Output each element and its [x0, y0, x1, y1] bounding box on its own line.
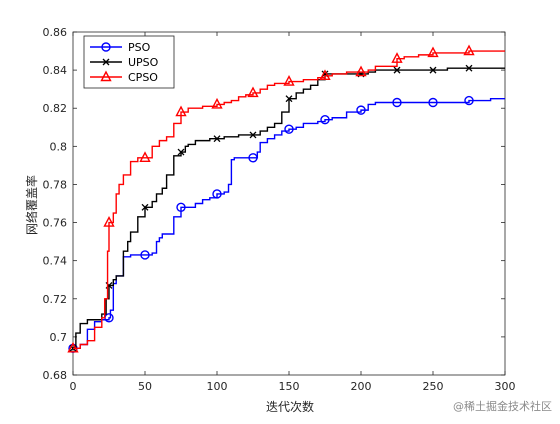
- series-marker-pso: [464, 95, 474, 106]
- series-marker-pso: [140, 250, 150, 260]
- series-marker-pso: [176, 202, 186, 213]
- plot-area: [72, 31, 506, 376]
- y-tick-label: 0.84: [43, 64, 68, 77]
- series-marker-cpso: [283, 75, 295, 86]
- series-marker-cpso: [463, 44, 475, 56]
- legend-entry-upso: UPSO: [90, 56, 159, 69]
- x-tick-label: 150: [279, 380, 300, 393]
- series-marker-pso: [356, 105, 366, 115]
- series-marker-upso-stroke-b: [213, 135, 221, 143]
- series-layer: [67, 44, 505, 354]
- x-tick-label: 100: [207, 380, 228, 393]
- series-marker-upso-stroke-b: [249, 131, 257, 139]
- y-tick-label: 0.82: [43, 102, 68, 115]
- axes: 0 50 100 150 200 250 300 0.68 0.7 0.72 0.74 0.76 0.7…: [43, 26, 516, 393]
- series-marker-upso: [285, 95, 293, 103]
- y-tick-label: 0.78: [43, 178, 68, 191]
- legend-marker-cpso: [100, 70, 112, 82]
- x-tick-label: 300: [495, 380, 516, 393]
- series-marker-upso: [465, 64, 473, 72]
- legend: PSO UPSO CPSO: [83, 35, 175, 89]
- series-marker-cpso: [139, 151, 151, 162]
- series-marker-upso: [141, 203, 149, 211]
- series-marker-pso: [392, 97, 402, 108]
- plot-frame: [72, 31, 506, 376]
- series-marker-upso-stroke-b: [177, 148, 185, 156]
- series-marker-upso-stroke-b: [429, 66, 437, 74]
- series-marker-upso: [177, 148, 185, 156]
- series-marker-cpso: [103, 216, 115, 227]
- x-tick-label: 200: [351, 380, 372, 393]
- series-marker-cpso: [391, 52, 403, 63]
- y-tick-label: 0.76: [43, 217, 68, 230]
- series-marker-upso-stroke-b: [285, 95, 293, 103]
- y-tick-label: 0.72: [43, 293, 68, 306]
- legend-entry-cpso: CPSO: [90, 70, 158, 84]
- series-marker-cpso: [319, 69, 331, 81]
- series-marker-upso-stroke-b: [465, 64, 473, 72]
- legend-label-pso: PSO: [128, 41, 151, 54]
- series-marker-pso: [428, 97, 438, 108]
- series-marker-pso: [320, 114, 330, 125]
- x-tick-label: 0: [70, 380, 77, 393]
- series-line-pso: [73, 97, 505, 350]
- series-marker-pso: [284, 124, 294, 134]
- series-line-upso: [73, 67, 505, 350]
- legend-label-cpso: CPSO: [128, 71, 158, 84]
- series-marker-pso: [212, 189, 222, 199]
- y-tick-label: 0.68: [43, 369, 68, 382]
- y-tick-label: 0.7: [50, 331, 68, 344]
- series-marker-upso: [249, 131, 257, 139]
- y-tick-label: 0.8: [50, 140, 68, 153]
- series-line-cpso: [73, 50, 505, 350]
- legend-marker-upso: [102, 58, 110, 66]
- series-marker-upso-stroke-b: [393, 66, 401, 74]
- legend-marker-upso-stroke-b: [102, 58, 110, 66]
- series-cpso: [67, 44, 505, 353]
- series-marker-upso: [429, 66, 437, 74]
- legend-entry-pso: PSO: [90, 41, 151, 54]
- x-axis-label: 迭代次数: [266, 399, 314, 414]
- legend-marker-pso: [101, 42, 111, 52]
- y-tick-label: 0.86: [43, 26, 68, 39]
- series-marker-upso: [213, 135, 221, 143]
- series-marker-cpso: [67, 341, 79, 353]
- series-marker-upso-stroke-b: [141, 203, 149, 211]
- x-tick-label: 250: [423, 380, 444, 393]
- y-tick-label: 0.74: [43, 255, 68, 268]
- series-marker-cpso: [211, 97, 223, 109]
- legend-label-upso: UPSO: [128, 56, 159, 69]
- y-axis-label: 网络覆盖率: [24, 175, 39, 235]
- series-marker-upso: [393, 66, 401, 74]
- series-marker-cpso: [427, 46, 439, 58]
- series-marker-cpso: [355, 65, 367, 77]
- series-marker-cpso: [175, 105, 187, 117]
- x-tick-label: 50: [138, 380, 152, 393]
- series-marker-pso: [248, 153, 258, 163]
- series-marker-cpso: [247, 86, 259, 98]
- watermark-text: @稀土掘金技术社区: [453, 399, 552, 413]
